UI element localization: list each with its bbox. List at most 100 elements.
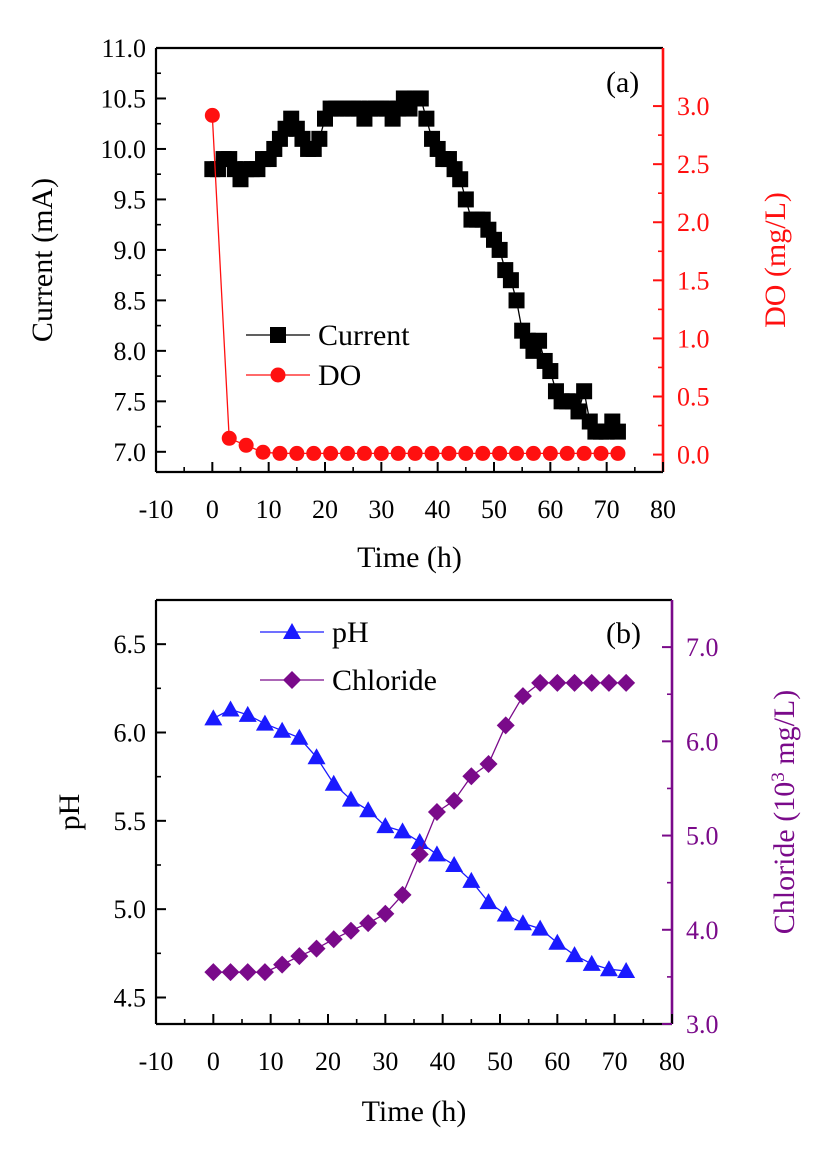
- data-point-do: [492, 445, 508, 461]
- data-point-chloride: [359, 914, 378, 933]
- x-tick-label: 60: [544, 1047, 570, 1076]
- data-point-chloride: [427, 803, 446, 821]
- x-tick-label: -10: [139, 495, 174, 524]
- data-point-chloride: [513, 687, 532, 706]
- data-point-ph: [479, 893, 498, 910]
- data-point-do: [509, 445, 525, 461]
- data-point-chloride: [393, 885, 412, 904]
- y-left-tick-label: 6.0: [114, 719, 147, 748]
- panel-b-ph-chloride-chart: -10 0 10 20 30 40 50 60 70 80 4.5 5.0 5.5 6.0 6.5 3.0 4.…: [53, 598, 802, 1128]
- legend-entry: Chloride: [260, 664, 437, 697]
- data-point-ph: [376, 817, 395, 834]
- x-tick-label: -10: [139, 1047, 174, 1076]
- data-point-ph: [548, 933, 567, 950]
- y-right-title-suffix: mg/L): [768, 690, 801, 773]
- series-current: [204, 90, 626, 440]
- data-point-chloride: [324, 930, 343, 949]
- data-point-chloride: [341, 921, 360, 940]
- x-axis-title: Time (h): [357, 541, 462, 574]
- data-point-current: [531, 332, 548, 349]
- y-left-tick-label: 7.5: [114, 387, 147, 416]
- data-point-ph: [307, 748, 326, 765]
- data-point-chloride: [479, 754, 498, 773]
- data-point-do: [390, 445, 406, 461]
- data-point-ph: [221, 700, 240, 717]
- x-tick-label: 60: [537, 495, 563, 524]
- legend-marker: [270, 367, 286, 383]
- series-do: [204, 107, 626, 461]
- data-point-chloride: [221, 963, 240, 982]
- legend-label: pH: [332, 616, 369, 649]
- x-tick-label: 70: [602, 1047, 628, 1076]
- y-right-title-superscript: 3: [768, 772, 789, 782]
- x-tick-label: 10: [258, 1047, 284, 1076]
- data-point-do: [204, 107, 220, 123]
- data-point-ph: [290, 728, 309, 745]
- data-point-do: [441, 445, 457, 461]
- series-line-chloride: [213, 682, 627, 973]
- data-point-ph: [359, 801, 378, 818]
- data-point-ph: [582, 954, 601, 971]
- data-point-ph: [496, 905, 515, 922]
- legend-entry: Current: [246, 319, 410, 352]
- data-point-chloride: [290, 947, 309, 966]
- data-point-do: [306, 445, 322, 461]
- panel-label: (a): [606, 66, 639, 99]
- data-point-do: [542, 445, 558, 461]
- y-right-tick-label: 2.0: [677, 208, 710, 237]
- y-right-tick-label: 6.0: [686, 727, 719, 756]
- data-point-chloride: [548, 673, 567, 692]
- y-right-tick-label: 0.0: [677, 441, 710, 470]
- data-point-do: [525, 445, 541, 461]
- data-point-do: [238, 437, 254, 453]
- legend-label: Chloride: [332, 664, 437, 697]
- legend-label: DO: [318, 359, 361, 392]
- data-point-do: [475, 445, 491, 461]
- y-right-tick-label: 1.0: [677, 324, 710, 353]
- data-point-do: [458, 445, 474, 461]
- x-tick-label: 20: [312, 495, 338, 524]
- x-axis-title: Time (h): [362, 1095, 467, 1128]
- x-tick-label: 30: [372, 1047, 398, 1076]
- data-point-chloride: [307, 939, 326, 958]
- data-point-do: [593, 445, 609, 461]
- legend-label: Current: [318, 319, 410, 352]
- data-point-do: [424, 445, 440, 461]
- data-point-chloride: [531, 673, 550, 692]
- data-point-do: [576, 445, 592, 461]
- y-right-tick-label: 1.5: [677, 266, 710, 295]
- data-point-do: [289, 445, 305, 461]
- legend-marker: [270, 327, 286, 343]
- x-tick-label: 10: [256, 495, 282, 524]
- x-tick-label: 80: [659, 1047, 685, 1076]
- data-point-chloride: [376, 904, 395, 923]
- data-point-current: [508, 292, 525, 309]
- y-right-tick-label: 5.0: [686, 822, 719, 851]
- y-left-axis-title: pH: [53, 794, 86, 831]
- data-point-do: [255, 444, 271, 460]
- y-left-tick-label: 5.0: [114, 895, 147, 924]
- y-left-axis-title: Current (mA): [26, 178, 59, 342]
- data-point-chloride: [273, 955, 292, 974]
- x-tick-label: 50: [481, 495, 507, 524]
- data-point-do: [356, 445, 372, 461]
- data-point-current: [412, 90, 429, 107]
- y-left-tick-label: 8.5: [114, 286, 147, 315]
- y-left-tick-label: 7.0: [114, 438, 147, 467]
- data-point-do: [610, 445, 626, 461]
- data-point-do: [559, 445, 575, 461]
- data-point-ph: [324, 774, 343, 791]
- data-point-chloride: [410, 845, 429, 864]
- panel-a-current-do-chart: -10 0 10 20 30 40 50 60 70 80 7.0 7.5 8.0 8.5 9.0 9.5 10…: [26, 34, 792, 574]
- y-right-tick-label: 4.0: [686, 916, 719, 945]
- data-point-ph: [204, 709, 223, 726]
- data-point-chloride: [238, 963, 257, 982]
- data-point-ph: [445, 856, 464, 872]
- y-right-axis-title: Chloride (103 mg/L): [768, 690, 802, 934]
- data-point-chloride: [496, 716, 515, 735]
- data-point-chloride: [204, 963, 223, 982]
- legend-marker: [283, 671, 301, 689]
- x-tick-label: 40: [430, 1047, 456, 1076]
- data-point-chloride: [255, 963, 274, 982]
